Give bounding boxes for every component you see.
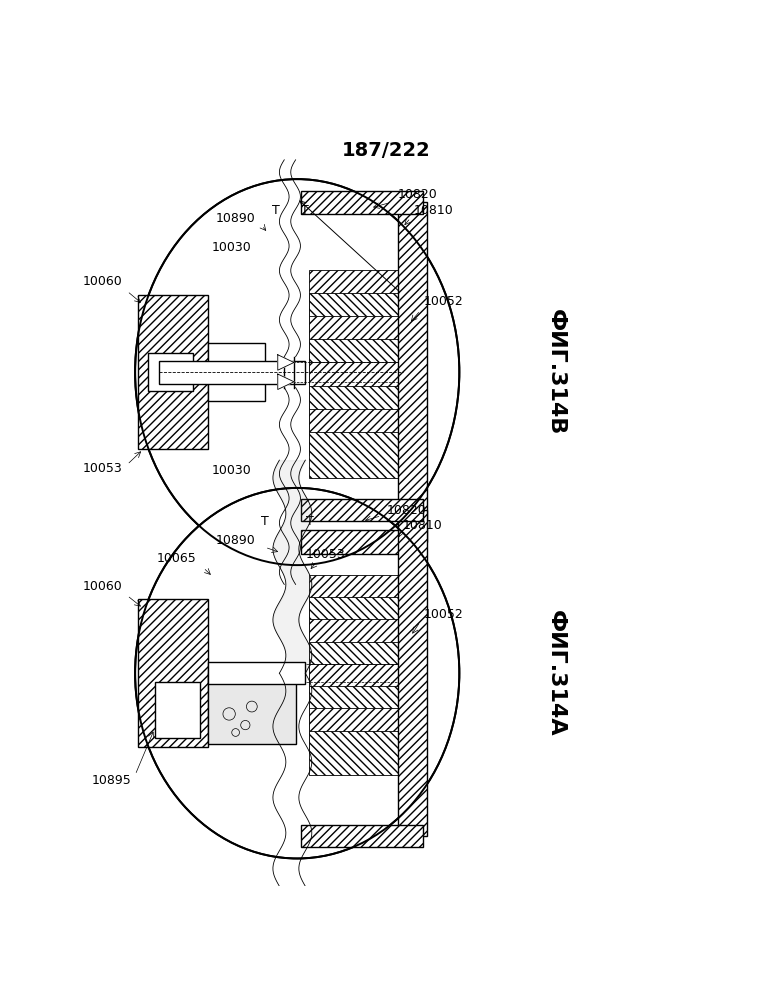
Text: 10052: 10052 (424, 607, 463, 620)
Bar (309, 293, 406, 340)
Text: T: T (273, 204, 280, 217)
Bar (309, 686, 406, 730)
Text: 10030: 10030 (212, 241, 252, 254)
Text: 10065: 10065 (157, 552, 197, 565)
Bar (398, 510, 427, 836)
Text: 10820: 10820 (386, 503, 426, 516)
Bar (138, 599, 208, 747)
Text: ФИГ.314A: ФИГ.314A (546, 609, 566, 736)
Bar (309, 575, 406, 619)
Bar (309, 730, 406, 775)
Bar (301, 530, 423, 553)
Bar (208, 662, 305, 684)
Text: 10052: 10052 (424, 295, 463, 308)
Bar (309, 340, 406, 386)
Bar (301, 825, 423, 847)
Text: T: T (261, 514, 269, 528)
Text: 10890: 10890 (215, 533, 256, 546)
Polygon shape (278, 374, 294, 390)
Text: T: T (301, 204, 310, 217)
Bar (309, 619, 406, 664)
Ellipse shape (135, 179, 459, 565)
Bar (309, 316, 406, 363)
Text: 10820: 10820 (398, 189, 438, 202)
Text: T: T (306, 514, 314, 528)
Text: 10053: 10053 (83, 463, 122, 476)
Bar (309, 270, 406, 316)
Text: 10895: 10895 (92, 774, 132, 787)
Bar (208, 344, 265, 401)
Bar (159, 361, 305, 384)
Bar (208, 673, 296, 743)
Text: 10030: 10030 (212, 465, 252, 478)
Bar (309, 597, 406, 641)
Ellipse shape (135, 488, 459, 858)
Bar (309, 363, 406, 409)
Bar (148, 353, 194, 392)
Text: 10060: 10060 (83, 276, 122, 289)
Text: 10810: 10810 (414, 204, 454, 217)
Bar (309, 432, 406, 479)
Bar (309, 386, 406, 432)
Bar (309, 708, 406, 753)
Text: 10810: 10810 (403, 518, 442, 531)
Text: ФИГ.314B: ФИГ.314B (546, 309, 566, 436)
Text: 187/222: 187/222 (342, 141, 430, 160)
Bar (398, 202, 427, 542)
Text: 10890: 10890 (215, 212, 256, 225)
Bar (309, 664, 406, 708)
Bar (309, 641, 406, 686)
Text: 10053: 10053 (305, 548, 345, 561)
Bar (301, 500, 423, 521)
Text: 10060: 10060 (83, 579, 122, 592)
Bar (309, 409, 406, 456)
Polygon shape (278, 355, 294, 371)
Bar (138, 295, 208, 450)
Bar (301, 191, 423, 214)
Bar (154, 682, 200, 738)
